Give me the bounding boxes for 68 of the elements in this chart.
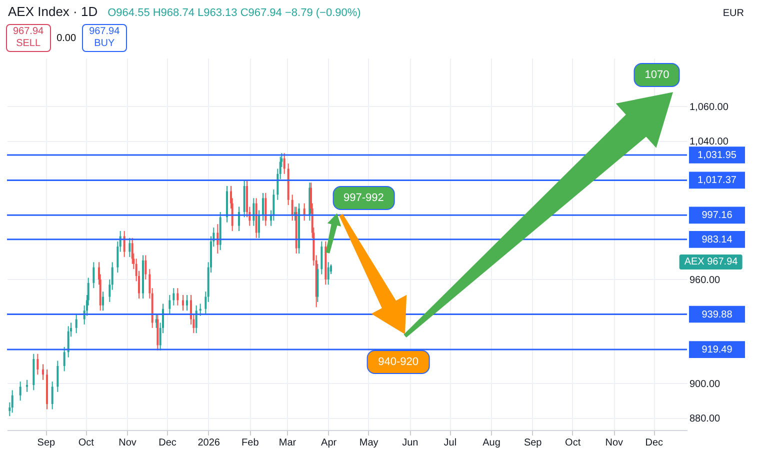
x-tick-label: Sep [524,438,542,448]
candlestick [102,291,104,312]
text: EUR [722,8,744,19]
x-tick-label: Apr [321,438,338,448]
candlestick [172,288,175,306]
candlestick [42,364,44,380]
candlestick [327,262,330,286]
candlestick [144,254,147,280]
candlestick [56,360,59,392]
y-tick-label: 880.00 [690,413,721,424]
ref-line-label: 1,031.95 [698,150,737,161]
candlestick [252,198,255,226]
x-tick-label: Oct [78,438,94,448]
x-tick-label: Aug [482,438,500,448]
ref-line-label: 939.88 [702,309,733,320]
text: 0.00 [56,32,76,44]
chart-subtitle: O964.55 H968.74 L963.13 C967.94 −8.79 (−0.90%) [108,7,361,19]
x-tick-label: 2026 [198,438,220,448]
text: BUY [93,38,116,50]
ref-line-label: 997.16 [702,210,733,222]
candlestick [283,152,286,174]
x-tick-label: Sep [37,438,56,448]
candlestick [291,194,294,222]
annotation: 940-920 [367,350,430,374]
x-tick-label: Oct [565,438,581,448]
annotation: 997-992 [332,186,395,210]
x-tick-label: May [359,438,378,448]
candlestick [258,210,260,238]
annotation: AEX 967.94 [679,254,743,270]
x-tick-label: Nov [118,438,136,448]
y-tick-label: 1,060.00 [690,102,729,113]
annotation: 1070 [634,62,680,87]
x-tick-label: Mar [278,438,297,448]
text: 967.94 [89,26,120,38]
x-tick-label: Dec [645,438,664,448]
x-tick-label: Nov [605,438,624,448]
candlestick [238,206,240,232]
candlestick [75,314,78,334]
y-tick-label: 960.00 [690,274,721,286]
x-tick-label: Jul [444,438,457,448]
ref-line-label: 919.49 [702,344,733,356]
candlestick [186,294,188,312]
text: SELL [15,38,42,50]
x-tick-label: Jun [402,438,418,448]
text: 967.94 [13,26,44,38]
candlestick [51,381,54,410]
y-tick-label: 900.00 [690,378,721,390]
ref-line-label: 1,017.37 [698,175,737,186]
candlestick [264,192,267,226]
candlestick [36,353,39,376]
candlestick [63,346,66,372]
y-tick-label: 1,040.00 [690,136,729,148]
candlestick [320,240,323,275]
x-tick-label: Feb [242,438,260,448]
candlestick [92,262,95,289]
candlestick [19,381,22,402]
candlestick [168,294,171,315]
candlestick [262,192,264,222]
ref-line-label: 983.14 [702,234,733,246]
candlestick [195,304,198,334]
candlestick [182,294,184,312]
candlestick [11,390,14,414]
candlestick [128,237,131,258]
candlestick [123,230,126,258]
candlestick [176,288,179,306]
x-tick-label: Dec [158,438,176,448]
candlestick [67,326,70,358]
chart-title: AEX Index · 1D [8,4,98,19]
